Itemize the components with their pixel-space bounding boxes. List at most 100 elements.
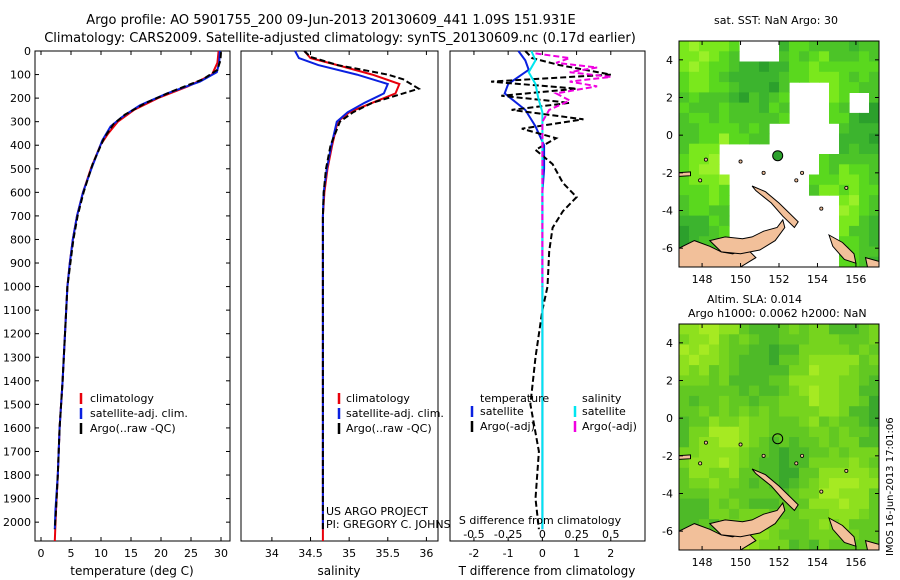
field-cell: [679, 406, 690, 418]
field-cell: [869, 205, 879, 217]
field-cell: [689, 112, 700, 124]
field-cell: [699, 174, 710, 186]
salinity-xlabel: salinity: [317, 564, 360, 578]
field-cell: [749, 426, 760, 438]
field-cell: [849, 416, 860, 428]
islet: [738, 442, 743, 447]
field-cell: [849, 334, 860, 346]
difference-legend: temperature satellite Argo(-adj) salinit…: [470, 392, 637, 433]
field-cell: [779, 447, 790, 459]
sst-map-field: [679, 41, 879, 267]
field-cell: [719, 92, 730, 104]
field-cell: [679, 215, 690, 227]
field-cell: [829, 447, 840, 459]
field-cell: [699, 447, 710, 459]
field-cell: [679, 41, 690, 52]
field-cell: [789, 478, 800, 489]
field-cell: [709, 498, 720, 510]
map-y-tick-label: 0: [666, 129, 673, 142]
x-tick-label: 35.5: [376, 547, 401, 560]
field-cell: [729, 375, 740, 387]
field-cell: [819, 344, 830, 356]
field-cell: [689, 406, 700, 418]
salinity-legend: climatology satellite-adj. clim. Argo(..…: [337, 392, 444, 435]
islet: [794, 178, 799, 183]
field-cell: [749, 375, 760, 387]
field-cell: [859, 184, 870, 196]
series-argo-raw-qc-: [303, 50, 422, 530]
field-cell: [839, 225, 850, 237]
field-cell: [859, 174, 870, 186]
field-cell: [709, 395, 720, 407]
field-cell: [719, 51, 730, 63]
field-cell: [859, 236, 870, 248]
field-cell: [709, 225, 720, 237]
field-cell: [699, 205, 710, 217]
islet: [844, 185, 849, 190]
field-cell: [809, 519, 820, 531]
field-cell: [719, 174, 730, 186]
field-cell: [679, 375, 690, 387]
field-cell: [849, 457, 860, 469]
field-cell: [799, 457, 810, 469]
field-cell: [749, 344, 760, 356]
field-cell: [849, 112, 860, 124]
legend-label-t-satellite: satellite: [480, 405, 524, 418]
field-cell: [859, 519, 870, 531]
field-cell: [779, 519, 790, 531]
field-cell: [699, 102, 710, 114]
field-cell: [779, 324, 790, 335]
x2-tick-label: 0: [539, 528, 546, 541]
field-cell: [849, 82, 860, 93]
series-argo-raw-qc-: [53, 52, 222, 530]
field-cell: [869, 508, 879, 520]
field-cell: [719, 205, 730, 217]
field-cell: [809, 174, 820, 186]
salinity-lines: [294, 50, 422, 541]
field-cell: [799, 51, 810, 63]
field-cell: [689, 416, 700, 428]
field-cell: [779, 92, 790, 104]
field-cell: [689, 205, 700, 217]
field-cell: [729, 354, 740, 366]
field-cell: [829, 488, 840, 500]
field-cell: [679, 395, 690, 407]
field-cell: [689, 123, 700, 135]
field-cell: [819, 61, 830, 73]
field-cell: [859, 426, 870, 438]
field-cell: [829, 154, 840, 165]
field-cell: [769, 375, 780, 387]
field-cell: [699, 324, 710, 335]
field-cell: [699, 395, 710, 407]
field-cell: [799, 406, 810, 418]
field-cell: [839, 154, 850, 165]
field-cell: [849, 426, 860, 438]
field-cell: [779, 51, 790, 63]
field-cell: [679, 102, 690, 114]
field-cell: [839, 236, 850, 248]
field-cell: [739, 112, 750, 124]
field-cell: [799, 426, 810, 438]
field-cell: [739, 488, 750, 500]
land-shape: [751, 185, 799, 229]
field-cell: [759, 82, 770, 93]
sla-map-title-2: Argo h1000: 0.0062 h2000: NaN: [688, 307, 867, 320]
field-cell: [679, 133, 690, 145]
field-cell: [719, 71, 730, 83]
field-cell: [679, 82, 690, 93]
field-cell: [869, 41, 879, 52]
field-cell: [769, 395, 780, 407]
sst-map-title: sat. SST: NaN Argo: 30: [714, 14, 838, 27]
field-cell: [719, 123, 730, 135]
imos-timestamp: IMOS 16-Jun-2013 17:01:06: [885, 417, 896, 556]
field-cell: [759, 133, 770, 145]
field-cell: [679, 61, 690, 73]
field-cell: [799, 478, 810, 489]
field-cell: [759, 478, 770, 489]
field-cell: [729, 467, 740, 479]
land-shape: [708, 218, 786, 255]
field-cell: [839, 174, 850, 186]
difference-xlabel: T difference from climatology: [458, 564, 636, 578]
field-cell: [799, 519, 810, 531]
field-cell: [709, 123, 720, 135]
